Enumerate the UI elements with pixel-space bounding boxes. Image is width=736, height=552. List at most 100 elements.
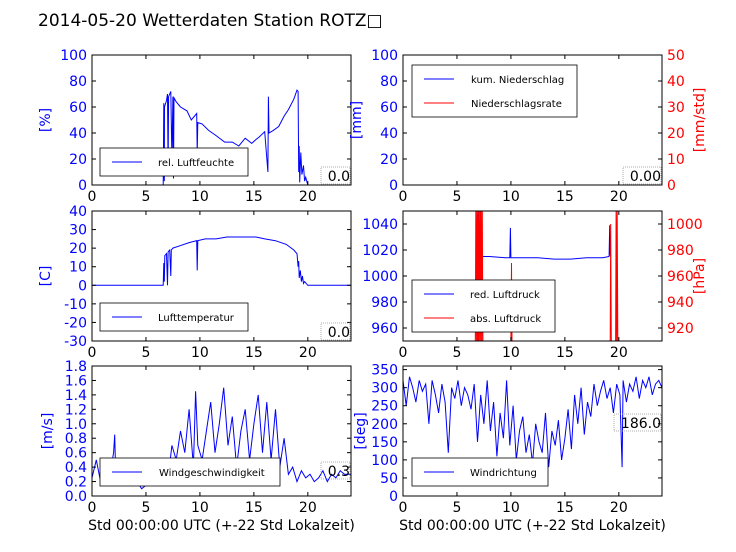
y2-tick-label: 920 [667, 321, 694, 337]
y-tick-label: 0.2 [65, 475, 87, 491]
value-readout-box [320, 166, 351, 185]
x-axis-label: Std 00:00:00 UTC (+-22 Std Lokalzeit) [88, 518, 355, 534]
series-line-rel-luftfeuchte [92, 89, 351, 185]
y-tick-label: 1020 [362, 243, 398, 259]
y2-axis-label: [hPa] [692, 258, 708, 294]
x-tick-label: 5 [452, 500, 461, 516]
legend: Lufttemperatur [99, 302, 249, 332]
legend-label: kum. Niederschlag [471, 75, 564, 86]
y2-tick-label: 960 [667, 269, 694, 285]
value-readout: 0.3 [328, 464, 350, 480]
y-tick-label: -20 [64, 315, 87, 331]
x-tick-label: 20 [299, 345, 317, 361]
y-tick-label: 0 [389, 489, 398, 505]
y-tick-label: 1040 [362, 217, 398, 233]
legend-label: Windgeschwindigkeit [159, 468, 265, 479]
y-tick-label: 1.8 [65, 359, 87, 375]
legend: kum. Niederschlag Niederschlagsrate [411, 64, 578, 118]
x-tick-label: 0 [88, 345, 97, 361]
y-axis-label: [C] [38, 266, 54, 287]
x-tick-label: 5 [141, 345, 150, 361]
x-tick-label: 20 [299, 500, 317, 516]
axes-frame [402, 365, 663, 497]
x-tick-label: 15 [556, 500, 574, 516]
y2-tick-label: 1000 [667, 217, 703, 233]
y-tick-label: 30 [69, 223, 87, 239]
x-tick-label: 10 [502, 500, 520, 516]
value-readout-box [320, 461, 351, 480]
y-tick-label: 20 [380, 152, 398, 168]
y-tick-label: 0 [389, 178, 398, 194]
axes-frame [91, 365, 352, 497]
legend-box [411, 64, 578, 118]
y2-tick-label: 50 [667, 48, 685, 64]
y-tick-label: 80 [380, 74, 398, 90]
panel-pressure: 0 5 10 15 20 960 980 1000 1020 1040 920 940 960 980 10… [362, 210, 708, 361]
x-tick-label: 5 [141, 500, 150, 516]
y-tick-label: 300 [371, 381, 398, 397]
y2-tick-label: 40 [667, 74, 685, 90]
y-tick-label: 40 [380, 126, 398, 142]
x-tick-label: 5 [452, 189, 461, 205]
x-tick-label: 15 [556, 345, 574, 361]
y-tick-label: 50 [380, 471, 398, 487]
y2-tick-label: 30 [667, 100, 685, 116]
x-tick-label: 20 [610, 189, 628, 205]
legend-label: Windrichtung [470, 468, 537, 479]
y2-tick-label: 20 [667, 126, 685, 142]
axes-frame [402, 54, 663, 186]
x-tick-label: 10 [502, 345, 520, 361]
x-tick-label: 0 [399, 500, 408, 516]
y-tick-label: 200 [371, 417, 398, 433]
y-tick-label: 40 [69, 126, 87, 142]
y-tick-label: 80 [69, 74, 87, 90]
value-readout: 0.00 [630, 169, 661, 185]
y-tick-label: 0.8 [65, 431, 87, 447]
y-tick-label: 1.0 [65, 417, 87, 433]
legend: rel. Luftfeuchte [99, 147, 249, 177]
x-tick-label: 10 [191, 345, 209, 361]
panel-windspeed: 0 5 10 15 20 0.00.20.40.60.81.01.21.41.61.8 [m… [40, 359, 355, 534]
y-tick-label: 0 [78, 278, 87, 294]
axes-frame [91, 54, 352, 186]
legend: Windrichtung [411, 457, 549, 487]
y-axis-label: [mm] [349, 101, 365, 139]
legend-label: Niederschlagsrate [471, 99, 562, 110]
legend-label: rel. Luftfeuchte [158, 158, 234, 169]
y-tick-label: -10 [64, 297, 87, 313]
y-tick-label: 10 [69, 260, 87, 276]
y-tick-label: 40 [69, 204, 87, 220]
y-tick-label: 0.4 [65, 460, 87, 476]
x-tick-label: 20 [299, 189, 317, 205]
x-tick-label: 20 [610, 500, 628, 516]
legend-box [411, 279, 556, 333]
y-tick-label: 100 [371, 48, 398, 64]
series-line-lufttemperatur [92, 236, 351, 286]
y2-axis-label: [mm/std] [692, 88, 708, 153]
y-tick-label: 250 [371, 399, 398, 415]
legend-label: abs. Luftdruck [470, 314, 541, 325]
legend-label: Lufttemperatur [158, 313, 235, 324]
y-axis-label: [%] [38, 108, 54, 132]
axes-frame [91, 210, 352, 342]
y-tick-label: 1.4 [65, 388, 87, 404]
y-tick-label: 20 [69, 152, 87, 168]
y-tick-label: 350 [371, 363, 398, 379]
legend: red. Luftdruck abs. Luftdruck [411, 279, 556, 333]
y-tick-label: 1.2 [65, 402, 87, 418]
x-tick-label: 15 [245, 500, 263, 516]
x-tick-label: 0 [88, 500, 97, 516]
x-tick-label: 5 [141, 189, 150, 205]
panel-temperature: 0 5 10 15 20 -30 -20 -10 0 10 20 30 40 [C] Lufttempera… [38, 204, 352, 361]
x-tick-label: 15 [245, 345, 263, 361]
y-tick-label: 1000 [362, 269, 398, 285]
series-line-abs-luftdruck [474, 211, 619, 341]
y2-tick-label: 0 [667, 178, 676, 194]
x-tick-label: 20 [610, 345, 628, 361]
y-tick-label: 980 [371, 295, 398, 311]
x-tick-label: 10 [502, 189, 520, 205]
x-axis-label: Std 00:00:00 UTC (+-22 Std Lokalzeit) [399, 518, 666, 534]
